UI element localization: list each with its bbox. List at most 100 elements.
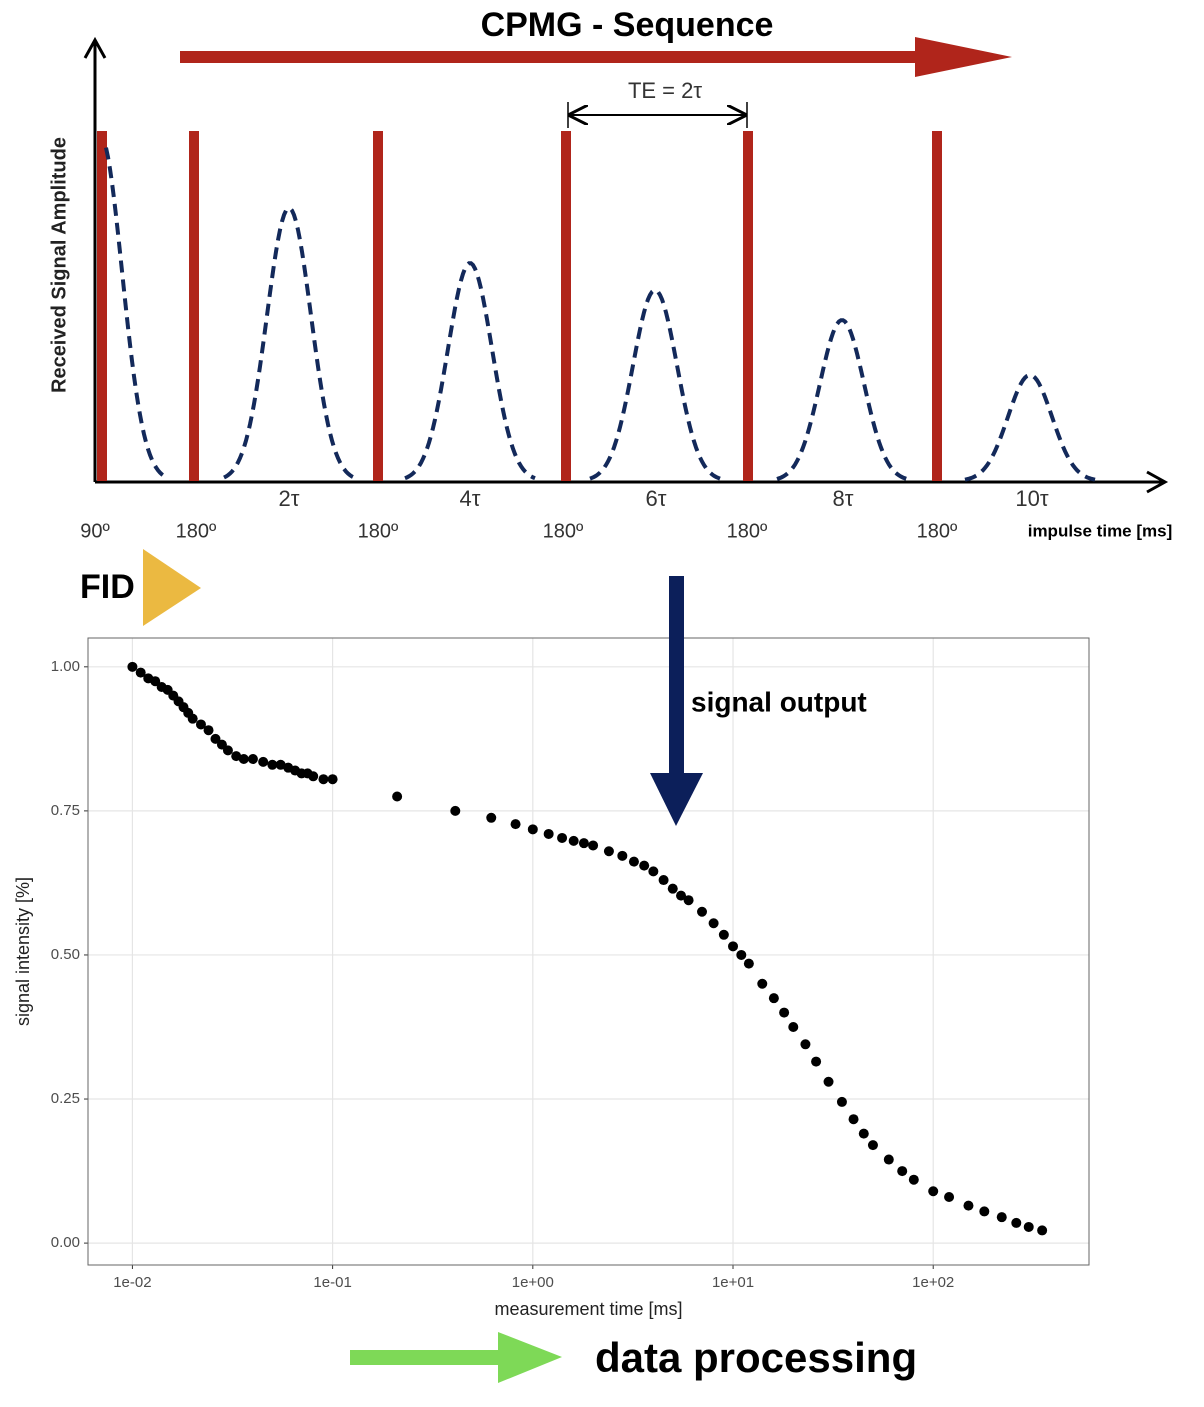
data-point	[450, 805, 461, 816]
data-point	[676, 890, 687, 901]
data-point	[210, 733, 221, 744]
data-point	[779, 1007, 790, 1018]
data-point	[603, 846, 614, 857]
y-arrow	[83, 36, 107, 59]
pulse	[97, 131, 107, 481]
signal-arrow-head	[650, 773, 703, 826]
diagram-title: CPMG - Sequence	[481, 6, 774, 44]
data-point	[568, 835, 579, 846]
data-point	[588, 840, 599, 851]
x-axis-title: measurement time [ms]	[494, 1299, 682, 1319]
data-point	[203, 725, 214, 736]
echo-curve	[223, 206, 355, 480]
plot-border	[87, 637, 1090, 1266]
data-point	[135, 667, 146, 678]
data-point	[275, 759, 286, 770]
data-point	[510, 819, 521, 830]
data-point	[897, 1166, 908, 1177]
data-point	[187, 713, 198, 724]
data-point	[811, 1056, 822, 1067]
data-point	[1011, 1217, 1022, 1228]
echo-label: 4τ	[460, 486, 481, 511]
data-point	[979, 1206, 990, 1217]
sequence-arrow-head	[915, 37, 1012, 77]
data-point	[127, 661, 138, 672]
x-tick-label: 1e-01	[313, 1274, 351, 1291]
y-tick-label: 1.00	[51, 658, 80, 675]
x-tick-label: 1e+02	[912, 1274, 954, 1291]
echo-label: 6τ	[646, 486, 667, 511]
data-point	[944, 1191, 955, 1202]
echo-label: 10τ	[1015, 486, 1048, 511]
data-point	[718, 929, 729, 940]
pulse	[561, 131, 571, 481]
data-point	[736, 949, 747, 960]
data-point	[848, 1114, 859, 1125]
data-point	[150, 676, 161, 687]
data-point	[836, 1096, 847, 1107]
data-point	[683, 895, 694, 906]
pulse-label: 180º	[358, 520, 399, 542]
data-point	[639, 860, 650, 871]
data-point	[318, 774, 329, 785]
overlay: signal output data processing	[350, 576, 917, 1383]
data-point	[667, 883, 678, 894]
x-tick-label: 1e+00	[512, 1274, 554, 1291]
y-tick-label: 0.00	[51, 1234, 80, 1251]
data-point	[728, 941, 739, 952]
y-axis-label: Received Signal Amplitude	[48, 137, 70, 393]
data-point	[628, 856, 639, 867]
data-point	[195, 719, 206, 730]
pulse	[373, 131, 383, 481]
data-point	[238, 754, 249, 765]
data-point	[883, 1154, 894, 1165]
signal-output-label: signal output	[691, 686, 867, 717]
data-point	[1037, 1225, 1048, 1236]
x-axis-label: impulse time [ms]	[1028, 521, 1173, 540]
x-arrow	[1146, 470, 1169, 494]
pulse-label: 180º	[176, 520, 217, 542]
data-point	[648, 866, 659, 877]
data-point	[392, 791, 403, 802]
data-point	[908, 1174, 919, 1185]
data-point	[768, 993, 779, 1004]
data-point	[928, 1186, 939, 1197]
sequence-arrow	[180, 51, 920, 63]
fid-label: FID	[80, 568, 135, 606]
data-point	[557, 832, 568, 843]
echo-label: 2τ	[279, 486, 300, 511]
echo-curve	[589, 288, 721, 481]
y-tick-label: 0.75	[51, 802, 80, 819]
y-tick-label: 0.25	[51, 1090, 80, 1107]
echo-curve	[404, 261, 536, 481]
data-processing-label: data processing	[595, 1334, 917, 1381]
x-tick-label: 1e-02	[113, 1274, 151, 1291]
echo-curve	[776, 318, 908, 481]
data-point	[578, 838, 589, 849]
plot-background	[88, 638, 1089, 1265]
y-axis-title: signal intensity [%]	[13, 877, 33, 1026]
data-point	[222, 745, 233, 756]
data-point	[231, 751, 242, 762]
echo-label: 8τ	[833, 486, 854, 511]
data-point	[800, 1039, 811, 1050]
data-point	[697, 906, 708, 917]
data-point	[823, 1076, 834, 1087]
signal-arrow	[669, 576, 684, 776]
data-point	[258, 756, 269, 767]
data-point	[658, 875, 669, 886]
pulse	[743, 131, 753, 481]
pulse	[932, 131, 942, 481]
data-point	[486, 812, 497, 823]
data-point	[858, 1128, 869, 1139]
data-point	[527, 824, 538, 835]
data-point	[247, 754, 258, 765]
data-point	[867, 1140, 878, 1151]
pulse-label: 180º	[543, 520, 584, 542]
data-point	[708, 918, 719, 929]
data-point	[543, 828, 554, 839]
data-point	[327, 774, 338, 785]
processing-arrow-head	[498, 1332, 562, 1383]
data-point	[617, 850, 628, 861]
